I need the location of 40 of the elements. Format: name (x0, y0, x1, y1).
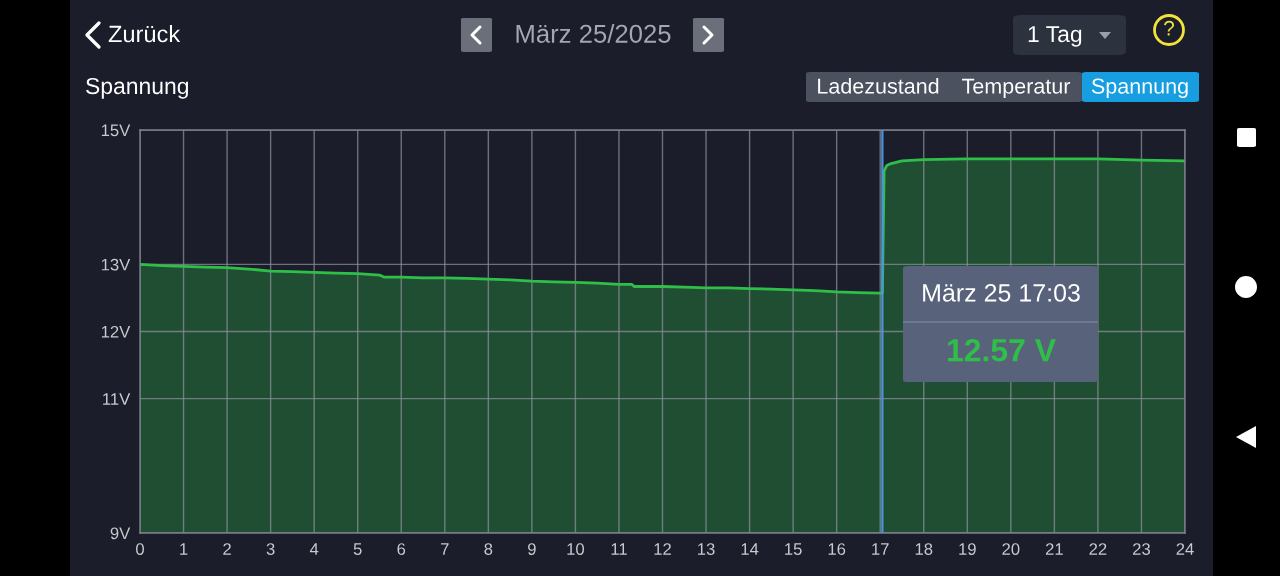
text: März 25/2025 (516, 24, 671, 43)
x-tick-label: 17 (872, 543, 889, 555)
x-tick-label: 7 (441, 543, 449, 555)
x-tick-label: 10 (567, 543, 585, 555)
text: ? (1164, 20, 1175, 36)
x-tick-label: 11 (611, 543, 627, 555)
x-tick-label: 15 (785, 543, 802, 555)
x-tick-label: 21 (1045, 543, 1063, 555)
x-tick-label: 0 (136, 543, 144, 555)
x-tick-label: 18 (915, 543, 933, 555)
x-tick-label: 12 (654, 543, 671, 555)
y-tick-label: 13V (101, 258, 131, 271)
annotation: 12.57 V (947, 338, 1056, 362)
text: Zurück (108, 25, 181, 43)
x-tick-label: 24 (1176, 543, 1194, 555)
x-tick-label: 16 (828, 543, 846, 555)
x-tick-label: 5 (353, 543, 362, 555)
x-tick-label: 2 (223, 543, 231, 555)
x-tick-label: 20 (1002, 543, 1020, 555)
x-tick-label: 19 (959, 543, 976, 555)
x-tick-label: 3 (266, 543, 275, 555)
y-tick-label: 11V (103, 393, 131, 405)
x-tick-label: 9 (528, 543, 536, 555)
text: Ladezustand (818, 77, 939, 94)
text: 1 Tag (1028, 26, 1082, 47)
x-tick-label: 8 (484, 543, 493, 555)
x-tick-label: 13 (698, 543, 715, 555)
y-tick-label: 9V (110, 527, 131, 540)
x-tick-label: 6 (397, 543, 406, 555)
annotation: März 25 17:03 (923, 284, 1080, 302)
x-tick-label: 23 (1133, 543, 1150, 555)
x-tick-label: 4 (309, 543, 319, 555)
text: Temperatur (962, 78, 1071, 99)
y-tick-label: 15V (101, 124, 131, 137)
x-tick-label: 22 (1089, 543, 1107, 555)
y-tick-label: 12V (101, 325, 131, 338)
x-tick-label: 14 (741, 543, 759, 555)
chart-title: Spannung (86, 77, 189, 99)
text: Spannung (1091, 78, 1188, 99)
x-tick-label: 1 (180, 543, 188, 555)
